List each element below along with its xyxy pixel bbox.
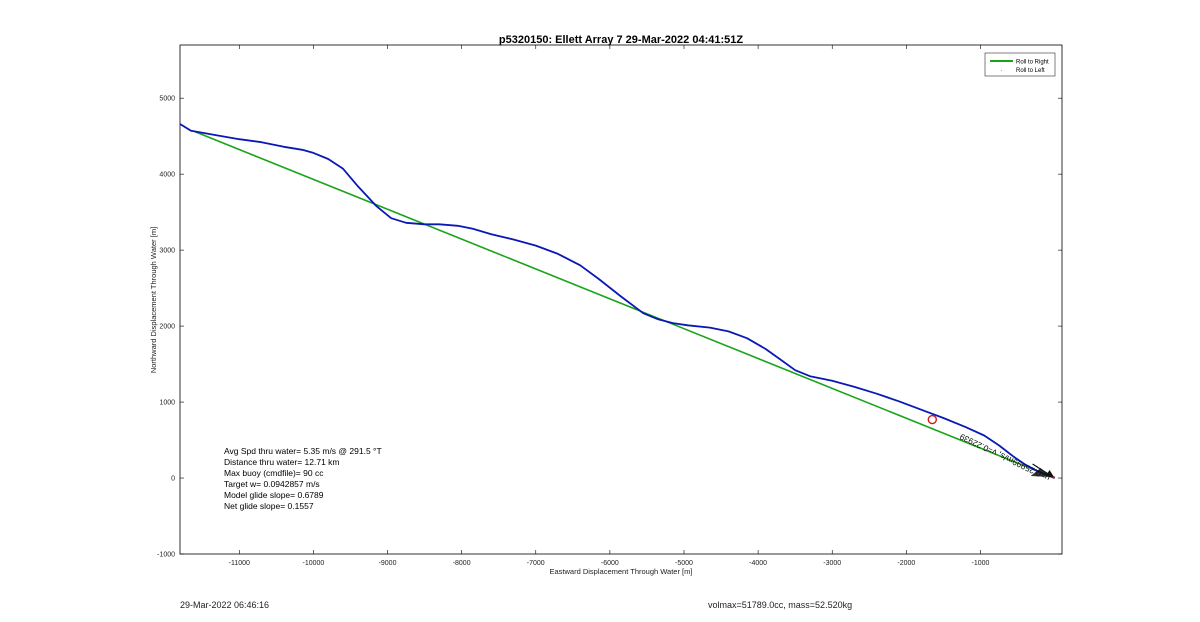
plot-area — [179, 44, 1063, 555]
y-tick-label: 1000 — [159, 400, 175, 407]
y-tick-label: 2000 — [159, 324, 175, 331]
legend-label-roll-left: Roll to Left — [1016, 68, 1045, 74]
x-tick-label: -5000 — [675, 560, 693, 567]
stats-line-avg-speed: Avg Spd thru water= 5.35 m/s @ 291.5 °T — [224, 446, 382, 456]
x-tick-label: -4000 — [749, 560, 767, 567]
y-tick-label: 4000 — [159, 172, 175, 179]
x-tick-label: -11000 — [229, 560, 250, 567]
footer-summary: volmax=51789.0cc, mass=52.520kg — [708, 600, 853, 610]
y-axis-label: Northward Displacement Through Water [m] — [149, 227, 158, 373]
data-series — [179, 123, 1055, 479]
x-tick-label: -6000 — [601, 560, 619, 567]
stats-line-max-buoy: Max buoy (cmdfile)= 90 cc — [224, 468, 324, 478]
stats-text-block: Avg Spd thru water= 5.35 m/s @ 291.5 °T … — [224, 446, 382, 511]
x-tick-label: -1000 — [972, 560, 990, 567]
x-tick-label: -3000 — [823, 560, 841, 567]
glider-track-line — [179, 123, 1055, 479]
legend-label-roll-right: Roll to Right — [1016, 60, 1049, 66]
legend: Roll to Right · Roll to Left — [984, 52, 1056, 77]
net-displacement-line — [194, 130, 1055, 479]
chart-title: p5320150: Ellett Array 7 29-Mar-2022 04:… — [499, 34, 743, 46]
current-arrow-cluster — [1030, 468, 1051, 478]
y-tick-label: -1000 — [157, 552, 175, 559]
position-circle-marker — [927, 414, 937, 425]
y-tick-label: 3000 — [159, 248, 175, 255]
footer-timestamp: 29-Mar-2022 06:46:16 — [180, 600, 270, 610]
stats-line-net-glide: Net glide slope= 0.1557 — [224, 501, 314, 511]
x-tick-label: -2000 — [897, 560, 915, 567]
stats-line-target-w: Target w= 0.0942857 m/s — [224, 479, 320, 489]
stats-line-distance: Distance thru water= 12.71 km — [224, 457, 340, 467]
x-tick-label: -7000 — [527, 560, 545, 567]
legend-swatch-roll-left: · — [1000, 68, 1002, 75]
legend-box — [984, 52, 1056, 77]
y-tick-label: 5000 — [159, 96, 175, 103]
roll-left-point — [1052, 475, 1055, 479]
x-axis-label: Eastward Displacement Through Water [m] — [550, 567, 693, 576]
y-tick-label: 0 — [171, 476, 175, 483]
x-tick-label: -8000 — [453, 560, 471, 567]
x-tick-label: -10000 — [303, 560, 325, 567]
x-tick-label: -9000 — [379, 560, 397, 567]
axis-ticks: -11000 -10000 -9000 -8000 -7000 -6000 -5000 -40… — [157, 45, 1062, 567]
stats-line-model-glide: Model glide slope= 0.6789 — [224, 490, 324, 500]
